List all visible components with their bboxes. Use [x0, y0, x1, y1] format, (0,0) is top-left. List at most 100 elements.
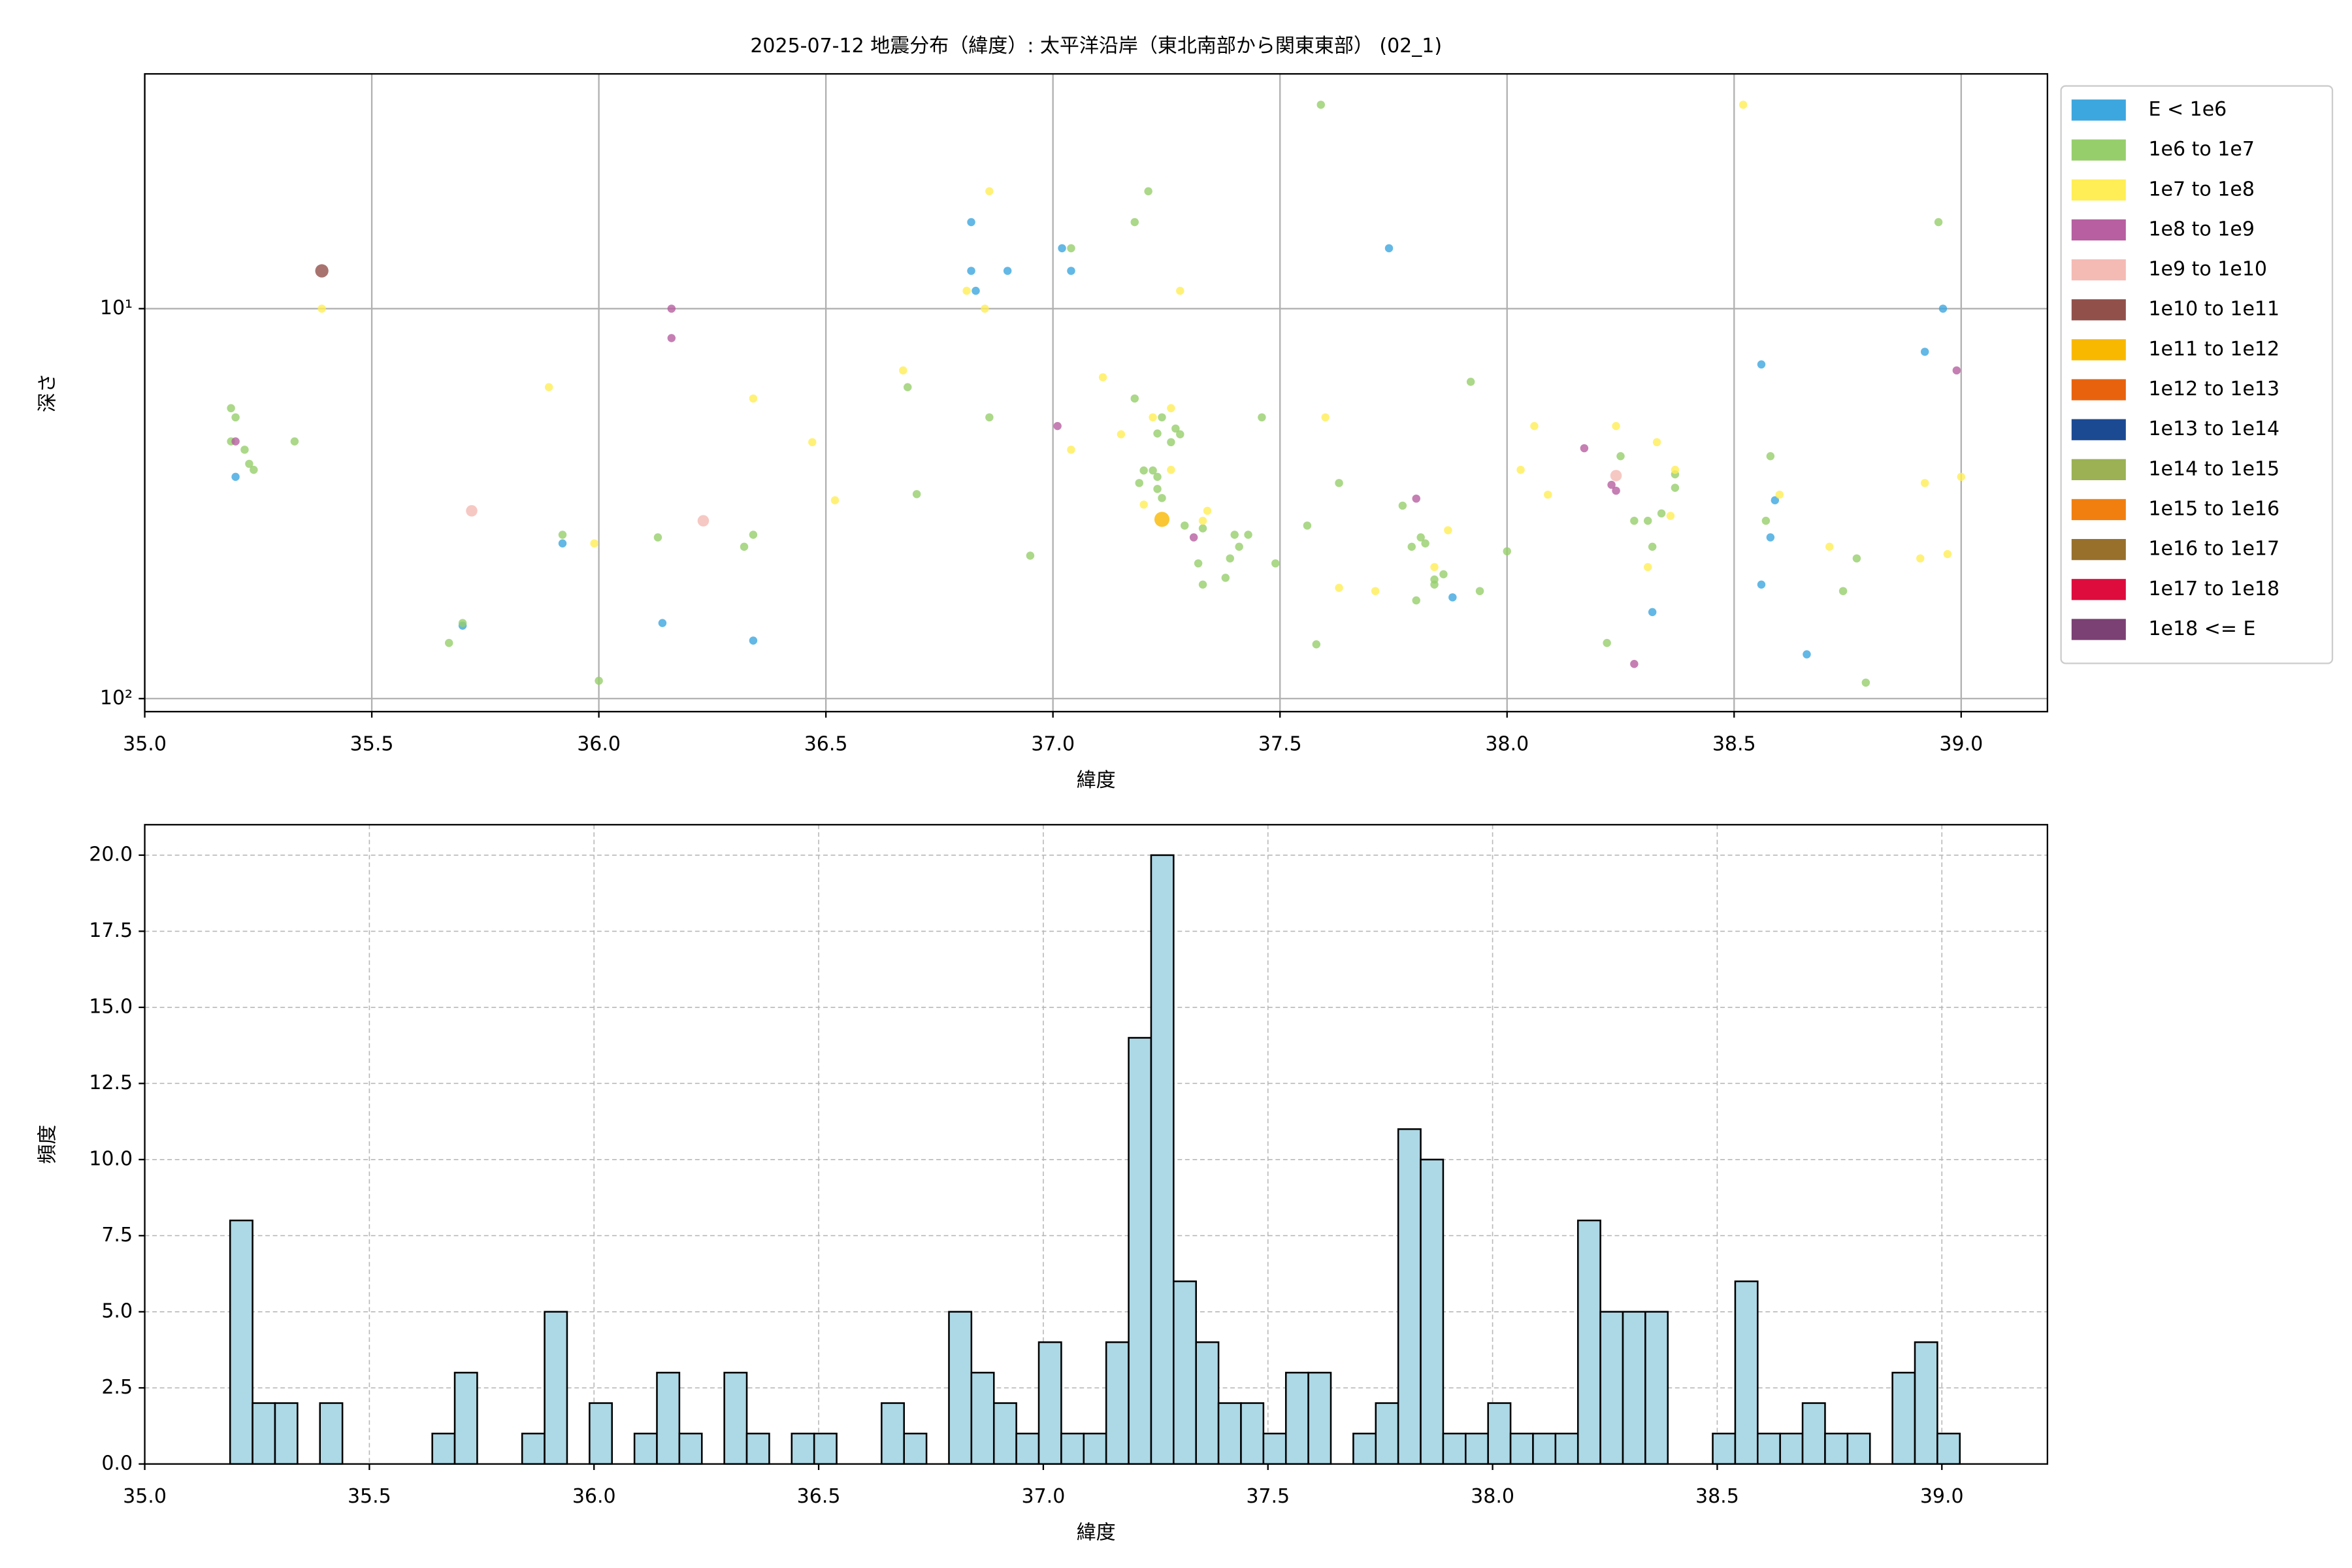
data-point — [1271, 559, 1280, 568]
x-tick-label: 39.0 — [1939, 733, 1983, 756]
histogram-bar — [948, 1311, 973, 1465]
legend-swatch — [2071, 299, 2126, 321]
data-point — [1235, 542, 1243, 551]
data-point — [444, 638, 453, 647]
data-point — [1938, 304, 1948, 313]
data-point — [667, 334, 676, 342]
x-tick-label: 36.5 — [804, 733, 848, 756]
legend-swatch — [2071, 419, 2126, 440]
data-point — [1916, 554, 1925, 563]
x-tick-label: 39.0 — [1920, 1485, 1964, 1508]
histogram-bar — [1509, 1432, 1534, 1465]
x-tick-label: 36.0 — [572, 1485, 616, 1508]
data-point — [1198, 524, 1207, 532]
histogram-bar — [656, 1371, 681, 1465]
histogram-bar — [521, 1432, 546, 1465]
y-tick-label: 12.5 — [89, 1071, 133, 1094]
data-point — [1412, 494, 1420, 503]
data-point — [1407, 542, 1416, 551]
legend-swatch — [2071, 498, 2126, 521]
legend-swatch — [2071, 379, 2126, 400]
histogram-bar — [1465, 1432, 1489, 1465]
data-point — [1852, 554, 1861, 563]
histogram-bar — [1217, 1402, 1242, 1465]
histogram-bar — [1779, 1432, 1804, 1465]
data-point — [544, 383, 553, 391]
data-point — [1580, 444, 1589, 453]
legend-label: 1e10 to 1e11 — [2148, 298, 2279, 321]
y-axis-label: 頻度 — [36, 1125, 59, 1164]
chart-title: 2025-07-12 地震分布（緯度）: 太平洋沿岸（東北南部から関東東部） (… — [750, 35, 1442, 57]
data-point — [1158, 494, 1166, 502]
histogram-bar — [881, 1402, 905, 1465]
data-point — [1117, 430, 1126, 438]
data-point — [1952, 366, 1961, 375]
histogram-bar — [1801, 1402, 1826, 1465]
data-point — [653, 533, 662, 542]
data-point — [1335, 479, 1343, 487]
data-point — [315, 264, 329, 278]
histogram-bar — [1644, 1311, 1669, 1465]
legend-swatch — [2071, 539, 2126, 561]
data-point — [558, 531, 567, 539]
histogram-bar — [1824, 1432, 1849, 1465]
data-point — [1648, 608, 1657, 617]
y-tick-label: 7.5 — [101, 1224, 133, 1247]
legend-label: 1e9 to 1e10 — [2148, 258, 2267, 281]
data-point — [1648, 542, 1657, 551]
histogram-bar — [1060, 1432, 1085, 1465]
data-point — [245, 459, 253, 468]
legend-label: 1e18 <= E — [2148, 617, 2255, 640]
data-point — [1154, 512, 1170, 527]
data-point — [227, 404, 235, 413]
data-point — [1671, 465, 1680, 474]
data-point — [912, 490, 921, 498]
data-point — [1158, 413, 1166, 422]
data-point — [667, 304, 676, 313]
data-point — [1167, 404, 1175, 413]
histogram-bar — [992, 1402, 1017, 1465]
data-point — [1321, 413, 1330, 422]
data-point — [1444, 526, 1452, 534]
data-point — [1757, 580, 1766, 589]
data-point — [1371, 587, 1380, 595]
data-point — [1244, 531, 1252, 539]
data-point — [967, 267, 975, 275]
histogram-bar — [970, 1371, 995, 1465]
x-tick-label: 35.0 — [123, 1485, 167, 1508]
data-point — [1026, 551, 1035, 560]
data-point — [1934, 218, 1943, 227]
data-point — [1861, 678, 1870, 687]
histogram-bar — [1734, 1280, 1759, 1465]
legend-label: 1e7 to 1e8 — [2148, 178, 2254, 201]
legend-label: 1e6 to 1e7 — [2148, 138, 2254, 161]
x-tick-label: 37.0 — [1031, 733, 1075, 756]
data-point — [1761, 516, 1771, 525]
data-point — [697, 515, 710, 527]
data-point — [1230, 531, 1239, 539]
data-point — [1430, 563, 1439, 572]
data-point — [1739, 101, 1748, 109]
data-point — [1316, 101, 1325, 109]
histogram-bar — [1420, 1158, 1445, 1465]
data-point — [466, 505, 478, 517]
y-tick-label: 15.0 — [89, 995, 133, 1018]
data-point — [1503, 547, 1511, 556]
x-tick-label: 37.0 — [1021, 1485, 1065, 1508]
x-tick-label: 36.0 — [577, 733, 621, 756]
data-point — [1130, 218, 1139, 227]
data-point — [1203, 506, 1212, 515]
legend-swatch — [2071, 99, 2126, 121]
data-point — [590, 539, 598, 547]
data-point — [1312, 640, 1321, 649]
data-point — [899, 366, 907, 375]
data-point — [1003, 267, 1012, 275]
legend-swatch — [2071, 259, 2126, 281]
y-tick-label: 10.0 — [89, 1147, 133, 1170]
data-point — [1130, 394, 1139, 403]
data-point — [1221, 574, 1230, 582]
x-tick-label: 38.5 — [1695, 1485, 1739, 1508]
histogram-bar — [252, 1402, 276, 1465]
data-point — [1067, 244, 1075, 253]
